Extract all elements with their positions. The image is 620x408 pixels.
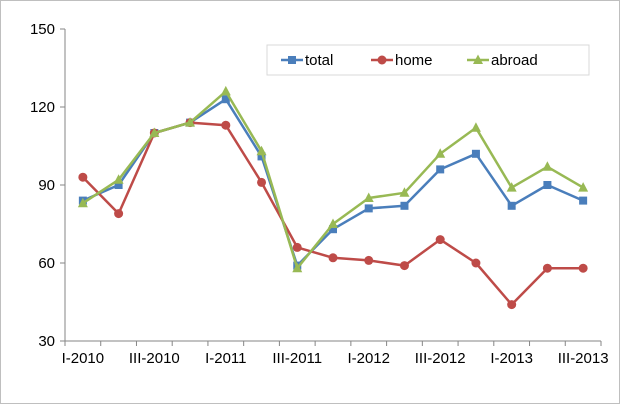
data-point-home [399, 261, 409, 271]
data-point-abroad [399, 187, 410, 197]
y-tick-label: 150 [30, 21, 55, 38]
data-point-abroad [77, 197, 88, 208]
axes: 30 60 90 120 150 I-2010 III-2010 I-2011 III-2011… [30, 21, 609, 367]
legend-label-abroad: abroad [491, 52, 538, 69]
x-tick-label: III-2010 [129, 350, 180, 367]
data-point-total [364, 204, 373, 213]
data-point-abroad [149, 127, 160, 137]
series-line-abroad [82, 90, 584, 270]
series-line-home [81, 121, 584, 306]
legend-marker-abroad [473, 54, 483, 64]
x-tick-label: I-2013 [490, 350, 533, 367]
data-point-home [435, 235, 445, 245]
series-home [78, 118, 588, 310]
x-tick-label: I-2012 [347, 350, 390, 367]
data-point-home [114, 209, 124, 219]
data-point-home [578, 263, 588, 273]
data-point-home [221, 120, 231, 130]
data-point-total [221, 95, 230, 104]
data-point-total [579, 196, 588, 205]
data-point-home [507, 300, 517, 310]
data-point-abroad [113, 174, 124, 184]
data-point-abroad [220, 85, 231, 96]
y-tick-label: 60 [38, 255, 55, 272]
data-point-abroad [363, 192, 374, 202]
x-tick-label: I-2011 [205, 350, 246, 367]
x-tick-label: III-2013 [558, 350, 609, 367]
y-tick-label: 30 [38, 333, 55, 350]
legend-label-total: total [305, 52, 333, 69]
legend-marker-home [377, 55, 387, 65]
legend-label-home: home [395, 52, 433, 69]
data-point-total [436, 165, 445, 174]
data-point-abroad [542, 161, 553, 171]
y-tick-label: 90 [38, 177, 55, 194]
series-layer [77, 85, 589, 310]
legend: total home abroad [266, 44, 590, 76]
data-point-total [471, 149, 480, 158]
data-point-home [364, 255, 374, 265]
data-point-home [78, 172, 88, 182]
data-point-total [257, 152, 266, 161]
data-point-total [543, 181, 552, 189]
data-point-home [257, 177, 267, 187]
data-point-total [400, 201, 409, 210]
legend-marker-total [288, 56, 296, 64]
data-point-abroad [578, 182, 589, 192]
data-point-abroad [328, 218, 338, 228]
series-total [78, 95, 588, 270]
series-abroad [77, 85, 589, 273]
data-point-abroad [435, 148, 446, 158]
x-tick-label: III-2012 [415, 350, 466, 367]
data-point-home [471, 258, 481, 268]
legend-box [266, 44, 590, 76]
x-tick-label: III-2011 [272, 350, 322, 367]
data-point-abroad [185, 117, 196, 127]
data-point-abroad [292, 262, 303, 273]
data-point-total [507, 201, 516, 210]
data-point-total [114, 181, 123, 189]
data-point-abroad [506, 182, 517, 192]
data-point-abroad [470, 122, 481, 132]
data-point-abroad [256, 145, 267, 156]
data-point-home [542, 263, 552, 273]
x-tick-label: I-2010 [62, 350, 105, 367]
y-tick-label: 120 [30, 99, 55, 116]
data-point-total [329, 225, 337, 234]
data-point-home [292, 242, 302, 252]
data-point-home [328, 253, 338, 263]
